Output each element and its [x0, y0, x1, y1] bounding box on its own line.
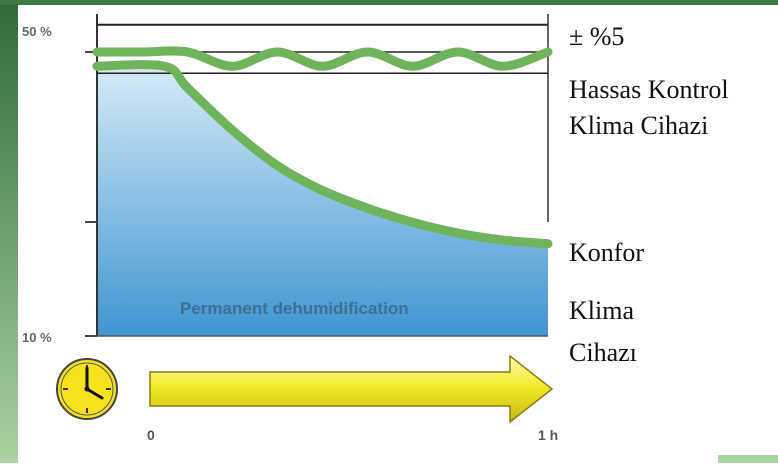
frame-top-strip — [0, 0, 778, 5]
label-precision-line1: Hassas Kontrol — [569, 75, 729, 104]
label-comfort-line3: Cihazı — [569, 338, 637, 367]
label-comfort-line1: Konfor — [569, 238, 645, 267]
y-tick-label-10: 10 % — [22, 330, 52, 345]
y-tick-label-50: 50 % — [22, 24, 52, 39]
frame-corner-accent — [718, 455, 778, 463]
band-label: ± %5 — [569, 22, 625, 51]
permanent-dehumidification-annotation: Permanent dehumidification — [180, 299, 409, 318]
time-arrow — [149, 354, 554, 424]
clock-icon — [56, 358, 118, 420]
series-precision-curve — [92, 46, 553, 71]
label-precision-line2: Klima Cihazi — [569, 111, 709, 140]
x-tick-label-1h: 1 h — [538, 427, 558, 443]
frame-left-strip — [0, 0, 18, 463]
x-tick-label-0: 0 — [147, 427, 155, 443]
dehumidification-fill-area — [97, 64, 548, 336]
label-comfort-line2: Klima — [569, 296, 634, 325]
series-comfort-curve — [92, 60, 553, 249]
